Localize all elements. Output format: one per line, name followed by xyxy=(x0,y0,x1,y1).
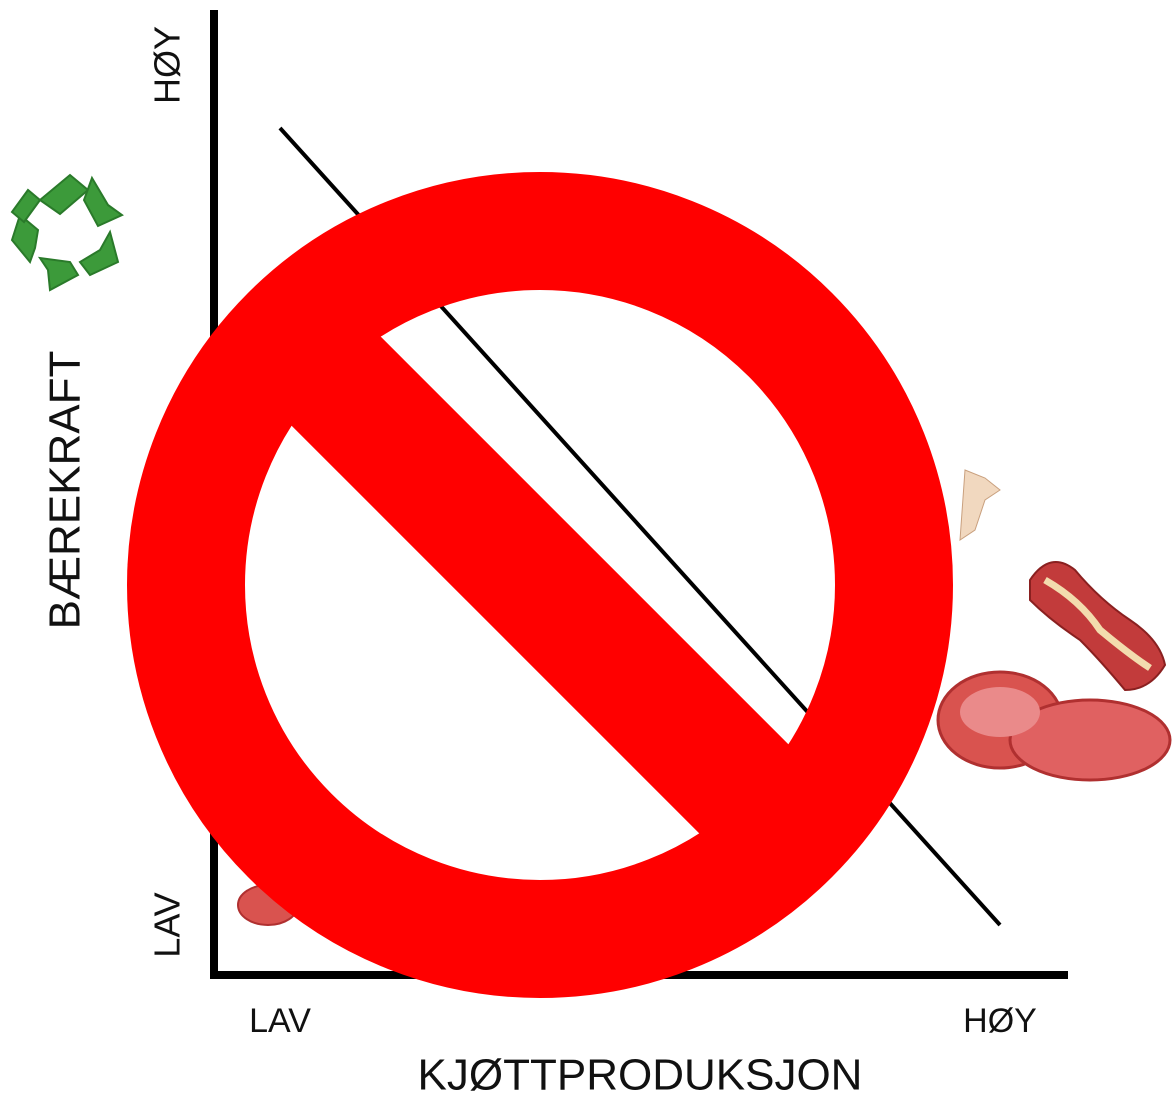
x-axis-high-label: HØY xyxy=(963,1002,1037,1040)
x-axis-low-label: LAV xyxy=(249,1002,311,1040)
y-axis-low-label: LAV xyxy=(147,892,188,957)
y-axis-high-label: HØY xyxy=(147,26,188,104)
y-axis-title: BÆREKRAFT xyxy=(41,351,90,630)
diagram: HØY LAV BÆREKRAFT LAV HØY KJØTTPRODUKSJO… xyxy=(0,0,1175,1101)
page: HØY LAV BÆREKRAFT LAV HØY KJØTTPRODUKSJO… xyxy=(0,0,1175,1101)
x-axis-title: KJØTTPRODUKSJON xyxy=(418,1051,863,1100)
